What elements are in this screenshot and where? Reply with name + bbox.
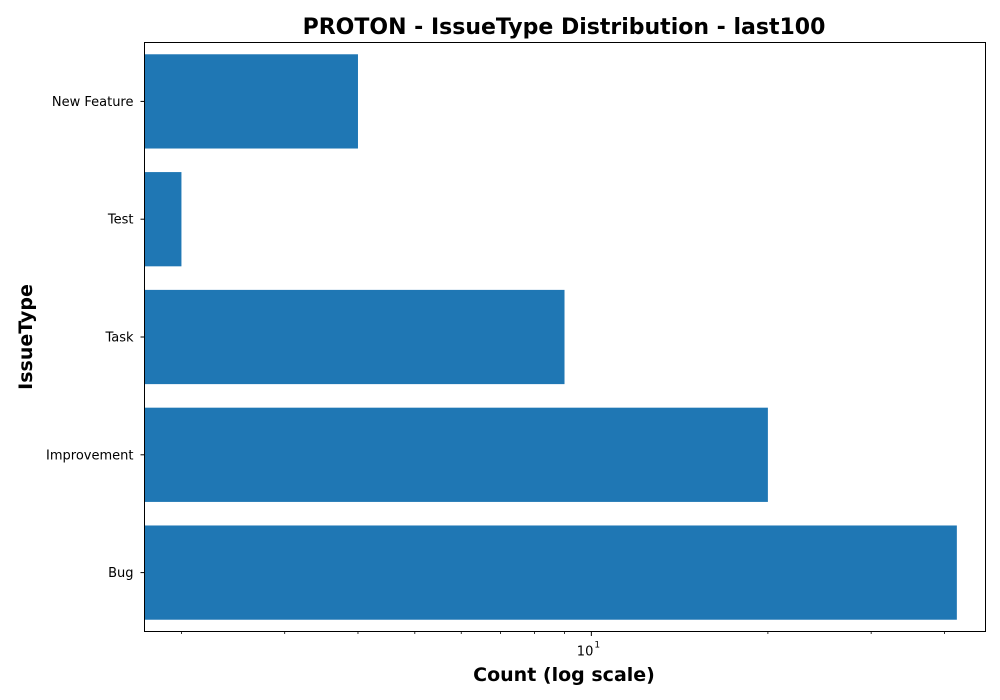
chart-title: PROTON - IssueType Distribution - last10… bbox=[303, 15, 826, 40]
plot-frame bbox=[144, 42, 986, 632]
y-tick-label: Improvement bbox=[46, 448, 133, 463]
bars-layer bbox=[144, 54, 957, 620]
y-tick-label: New Feature bbox=[52, 95, 134, 110]
y-tick-label: Bug bbox=[108, 566, 133, 581]
x-axis-label: Count (log scale) bbox=[473, 664, 655, 686]
x-tick-label: 10 bbox=[577, 645, 594, 660]
ticks-layer: Bug Improvement Task Test New Feature 10 1 bbox=[46, 95, 945, 660]
bar-bug bbox=[144, 525, 957, 620]
y-tick-label: Test bbox=[107, 213, 134, 228]
bar-test bbox=[144, 172, 182, 267]
y-axis-label: IssueType bbox=[15, 284, 37, 390]
bar-new-feature bbox=[144, 54, 358, 149]
y-tick-label: Task bbox=[104, 331, 134, 346]
bar-improvement bbox=[144, 407, 768, 502]
bar-task bbox=[144, 289, 565, 385]
x-tick-exponent: 1 bbox=[594, 641, 600, 651]
